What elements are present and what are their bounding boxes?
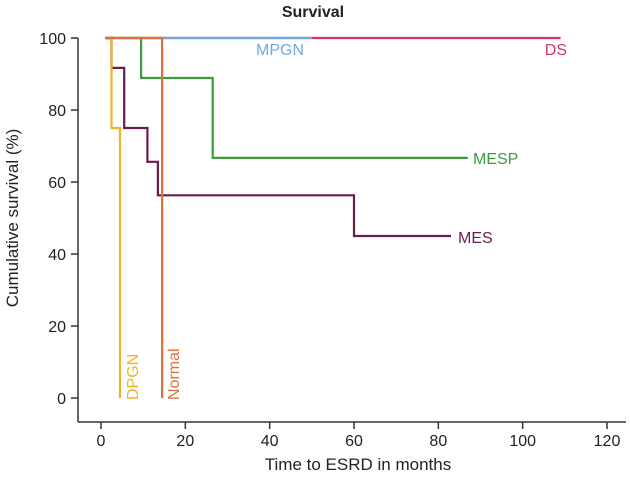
series-line-dpgn [105,36,122,398]
series-label-dpgn: DPGN [125,354,142,400]
x-tick-label: 120 [594,433,621,450]
chart-title: Survival [282,4,344,21]
series-line-mes [105,36,451,238]
x-tick-label: 80 [429,433,447,450]
series-label-mes: MES [458,230,493,247]
series-label-normal: Normal [166,348,183,400]
y-tick-label: 40 [48,247,66,264]
y-tick-label: 0 [57,391,66,408]
y-tick-label: 60 [48,175,66,192]
x-tick-label: 60 [345,433,363,450]
series-labels: DS MPGN MESP MES DPGN Normal [125,42,567,400]
x-tick-label: 40 [261,433,279,450]
series-line-normal [105,36,164,398]
series-label-mpgn: MPGN [256,42,304,59]
y-tick-label: 20 [48,319,66,336]
x-tick-label: 0 [97,433,106,450]
y-tick-label: 80 [48,103,66,120]
y-axis-label: Cumulative survival (%) [3,129,22,308]
axis-ticks: 0 20 40 60 80 100 120 0 20 40 60 80 100 [39,31,620,450]
series-label-mesp: MESP [473,151,518,168]
x-axis-label: Time to ESRD in months [265,455,451,474]
x-tick-label: 20 [176,433,194,450]
series-label-ds: DS [545,42,567,59]
x-tick-label: 100 [509,433,536,450]
y-tick-label: 100 [39,31,66,48]
series-lines [105,36,561,398]
